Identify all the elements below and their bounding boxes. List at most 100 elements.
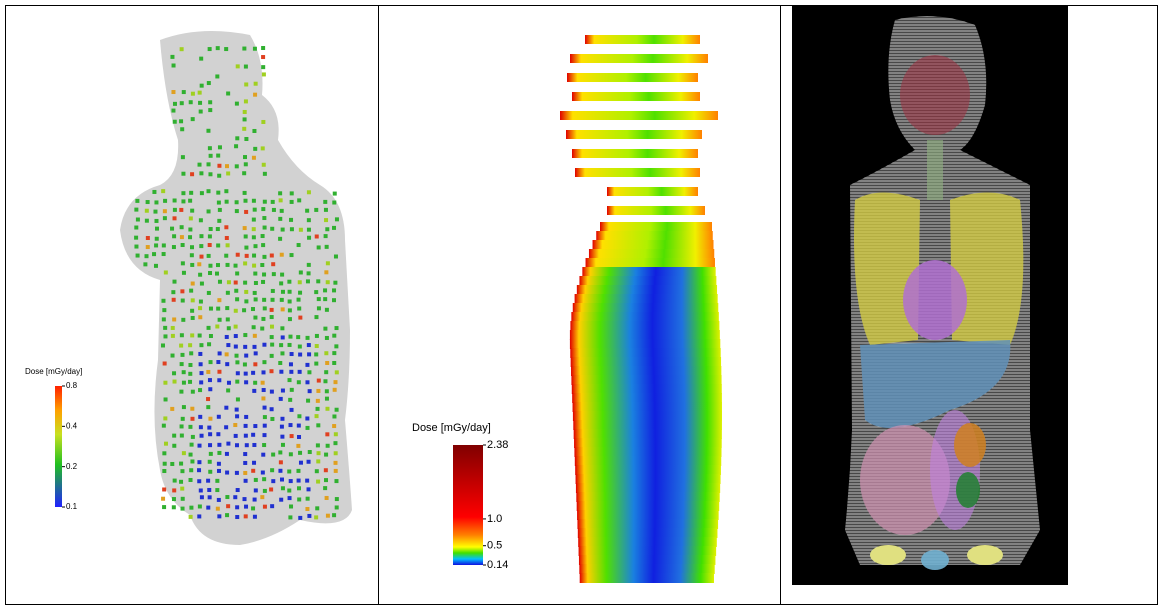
dose-dot xyxy=(190,172,195,177)
dose-dot xyxy=(206,189,211,194)
dose-dot xyxy=(208,227,213,232)
dose-dot xyxy=(198,100,203,105)
dose-dot xyxy=(225,513,230,518)
dose-dot xyxy=(333,468,338,473)
dose-dot xyxy=(315,443,320,448)
dose-dot xyxy=(289,369,294,374)
dose-dot xyxy=(154,218,159,223)
dose-dot xyxy=(287,469,292,474)
dose-dot xyxy=(262,297,267,302)
dose-dot xyxy=(262,488,267,493)
dose-dot xyxy=(296,478,301,483)
slice xyxy=(573,420,722,430)
dose-dot xyxy=(198,414,203,419)
slice xyxy=(566,130,702,139)
dose-dot xyxy=(252,442,257,447)
dose-dot xyxy=(305,478,310,483)
dose-dot xyxy=(297,414,302,419)
dose-dot xyxy=(243,280,248,285)
dose-dot xyxy=(316,297,321,302)
slice xyxy=(577,519,719,529)
dose-dot xyxy=(224,405,229,410)
dose-dot xyxy=(332,191,337,196)
dose-dot xyxy=(287,308,292,313)
dose-dot xyxy=(262,216,267,221)
dose-dot xyxy=(180,486,185,491)
frame xyxy=(5,5,1158,605)
dose-dot xyxy=(224,451,229,456)
dose-dot xyxy=(262,415,267,420)
dose-dot xyxy=(144,254,149,259)
dose-dot xyxy=(180,127,185,132)
dose-dot xyxy=(278,216,283,221)
dose-dot xyxy=(251,432,256,437)
slice xyxy=(574,294,718,304)
dose-dot xyxy=(325,513,330,518)
dose-dot xyxy=(332,424,337,429)
dose-dot xyxy=(208,360,213,365)
dose-dot xyxy=(217,378,222,383)
dose-dot xyxy=(288,334,293,339)
dose-dot xyxy=(244,504,249,509)
colorbar-title: Dose [mGy/day] xyxy=(412,422,491,434)
dose-dot xyxy=(334,407,339,412)
dose-dot xyxy=(253,271,258,276)
dose-dot xyxy=(307,370,312,375)
dose-dot xyxy=(208,443,213,448)
dose-dot xyxy=(206,405,211,410)
dose-dot xyxy=(217,218,222,223)
dose-dot xyxy=(235,297,240,302)
dose-dot xyxy=(216,497,221,502)
dose-dot xyxy=(306,343,311,348)
slice xyxy=(570,357,722,367)
slice xyxy=(576,492,720,502)
dose-dot xyxy=(306,398,311,403)
dose-dot xyxy=(324,478,329,483)
dose-dot xyxy=(224,199,229,204)
dose-dot xyxy=(296,380,301,385)
dose-dot xyxy=(179,424,184,429)
dose-dot xyxy=(262,360,267,365)
dose-dot xyxy=(197,504,202,509)
dose-dot xyxy=(262,306,267,311)
dose-dot xyxy=(332,333,337,338)
dose-dot xyxy=(260,263,265,268)
dose-dot xyxy=(207,47,212,52)
dose-dot xyxy=(172,488,177,493)
dose-dot xyxy=(217,369,222,374)
dose-dot xyxy=(188,216,193,221)
dose-dot xyxy=(226,91,231,96)
dose-dot xyxy=(306,218,311,223)
dose-dot xyxy=(289,434,294,439)
dose-dot xyxy=(162,308,167,313)
dose-dot xyxy=(324,244,329,249)
dose-dot xyxy=(314,352,319,357)
dose-dot xyxy=(289,217,294,222)
dose-dot xyxy=(305,506,310,511)
dose-dot xyxy=(233,280,238,285)
dose-dot xyxy=(208,271,213,276)
dose-dot xyxy=(306,487,311,492)
dose-dot xyxy=(279,252,284,257)
dose-dot xyxy=(206,162,211,167)
colorbar-tick-label: 0.14 xyxy=(487,559,508,571)
dose-dot xyxy=(197,479,202,484)
dose-dot xyxy=(179,333,184,338)
dose-dot xyxy=(243,234,248,239)
slice xyxy=(588,249,715,259)
dose-dot xyxy=(233,423,238,428)
dose-dot xyxy=(253,92,258,97)
dose-dot xyxy=(170,333,175,338)
dose-dot xyxy=(170,461,175,466)
dose-dot xyxy=(251,307,256,312)
slice xyxy=(570,321,720,331)
dose-dot xyxy=(235,379,240,384)
dose-dot xyxy=(269,324,274,329)
dose-dot xyxy=(217,450,222,455)
dose-dot xyxy=(235,488,240,493)
dose-dot xyxy=(297,198,302,203)
dose-dot xyxy=(226,326,231,331)
dose-dot xyxy=(261,396,266,401)
dose-dot xyxy=(199,254,204,259)
dose-dot xyxy=(316,388,321,393)
